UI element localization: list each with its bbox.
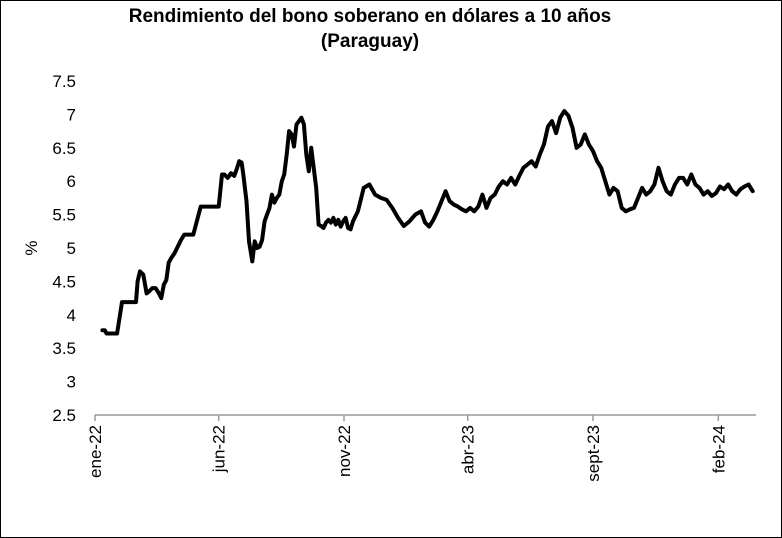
y-tick-label: 7: [67, 105, 76, 124]
y-tick-label: 4: [67, 306, 76, 325]
x-tick-label: nov-22: [335, 425, 354, 477]
x-tick-label: ene-22: [86, 425, 105, 478]
y-tick-label: 7.5: [52, 72, 76, 91]
y-tick-label: 3.5: [52, 339, 76, 358]
x-tick-label: abr-23: [459, 425, 478, 474]
y-tick-label: 4.5: [52, 272, 76, 291]
chart-title-line2: (Paraguay): [320, 31, 420, 52]
y-tick-label: 5.5: [52, 206, 76, 225]
x-tick-label: feb-24: [709, 425, 728, 473]
x-tick-label: sept-23: [584, 425, 603, 482]
series-line: [100, 109, 755, 336]
series-group: [100, 109, 755, 336]
x-tick-label: jun-22: [210, 425, 229, 473]
x-axis: ene-22 jun-22 nov-22 abr-23 sept-23 feb-24: [86, 414, 756, 482]
y-axis-ticks: 2.5 3 3.5 4 4.5 5 5.5 6 6.5 7 7.5: [52, 72, 76, 425]
y-axis-label: %: [22, 240, 41, 255]
y-tick-label: 3: [67, 373, 76, 392]
chart-title: Rendimiento del bono soberano en dólares…: [0, 4, 740, 54]
y-tick-label: 5: [67, 239, 76, 258]
y-tick-label: 6.5: [52, 139, 76, 158]
y-tick-label: 2.5: [52, 406, 76, 425]
chart-title-line1: Rendimiento del bono soberano en dólares…: [128, 6, 612, 27]
y-tick-label: 6: [67, 172, 76, 191]
